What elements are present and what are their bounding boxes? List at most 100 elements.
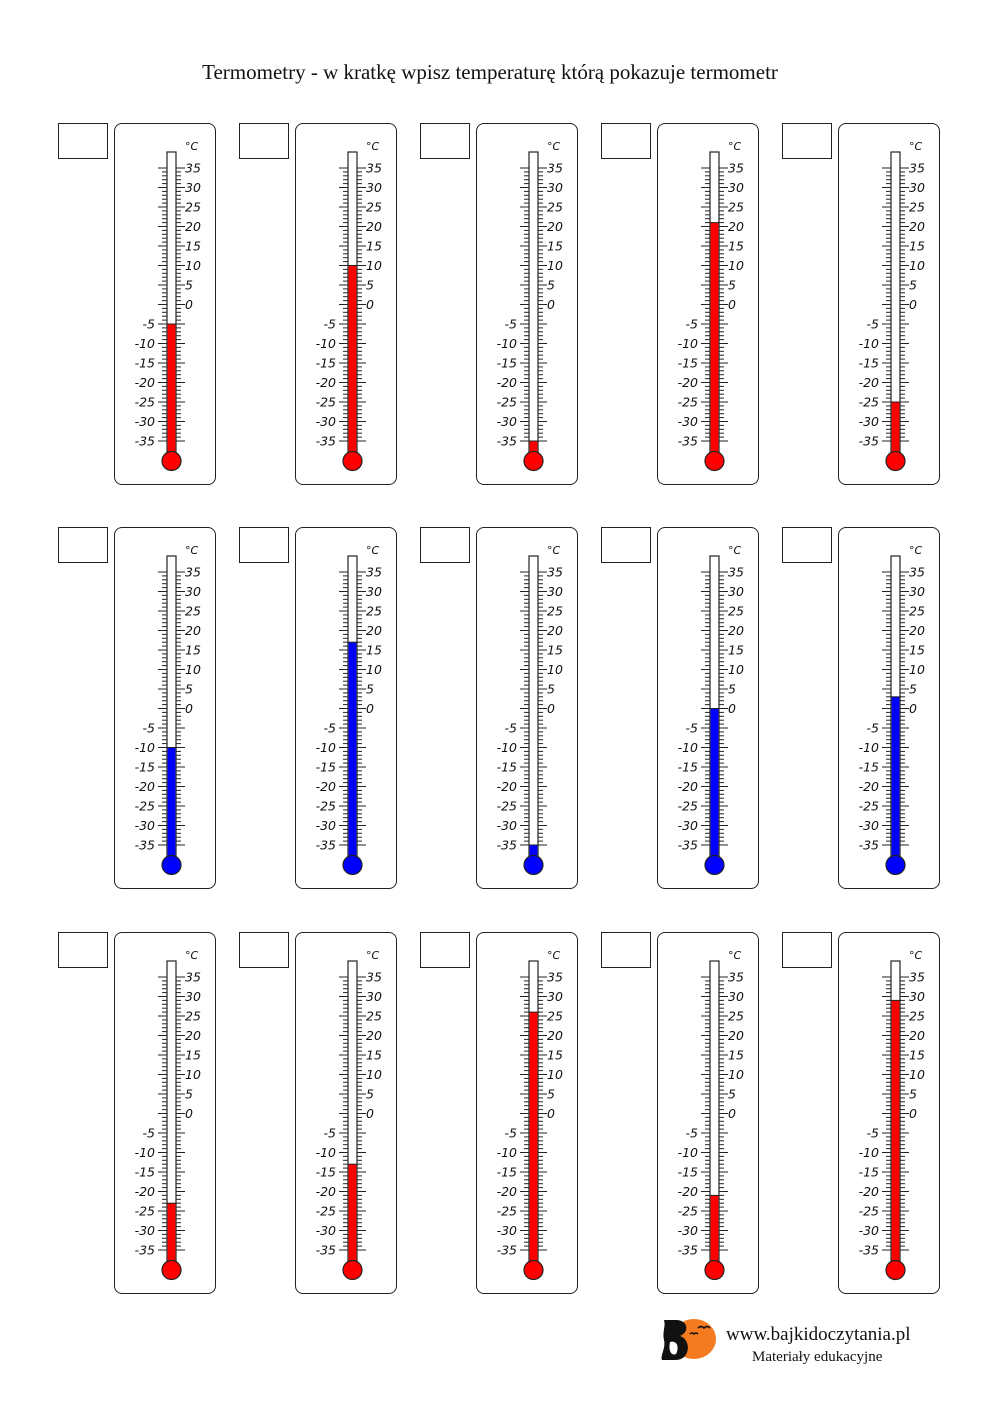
answer-box[interactable] — [420, 932, 470, 968]
scale-label: 25 — [366, 604, 382, 619]
scale-label: 10 — [185, 1067, 201, 1082]
scale-label: 15 — [185, 1048, 201, 1063]
answer-box[interactable] — [601, 123, 651, 159]
scale-ticks — [158, 976, 185, 1251]
scale-label: 35 — [909, 161, 925, 176]
scale-label: -30 — [135, 1223, 155, 1238]
answer-box[interactable] — [239, 932, 289, 968]
scale-label: -35 — [135, 1243, 155, 1258]
answer-box[interactable] — [420, 123, 470, 159]
answer-box[interactable] — [58, 932, 108, 968]
thermometer-card: °C 35 30 25 20 15 10 5 0 -5 -10 -15 -20 -25 -30 -35 — [476, 932, 578, 1294]
mercury-column — [710, 1195, 719, 1270]
scale-label: 15 — [909, 1048, 925, 1063]
scale-label: 10 — [366, 258, 382, 273]
scale-label: -20 — [316, 375, 336, 390]
thermometer-bulb — [342, 450, 363, 472]
scale-label: -10 — [678, 740, 698, 755]
scale-ticks — [520, 976, 547, 1251]
thermometer-card: °C 35 30 25 20 15 10 5 0 -5 -10 -15 -20 -25 -30 -35 — [838, 932, 940, 1294]
thermometer-bulb — [885, 854, 906, 876]
unit-label: °C — [728, 544, 742, 557]
scale-ticks — [339, 167, 366, 442]
scale-label: 20 — [547, 1028, 563, 1043]
scale-label: 20 — [185, 623, 201, 638]
scale-label: -10 — [497, 336, 517, 351]
answer-box[interactable] — [601, 527, 651, 563]
scale-label: -15 — [859, 356, 879, 371]
answer-box[interactable] — [601, 932, 651, 968]
mercury-column — [891, 696, 900, 865]
mercury-column — [167, 1203, 176, 1270]
scale-label: 35 — [728, 161, 744, 176]
thermometer: °C 35 30 25 20 15 10 5 0 -5 -10 -15 -20 -25 -30 -35 — [678, 949, 744, 1281]
scale-label: -10 — [859, 1145, 879, 1160]
thermometer-card: °C 35 30 25 20 15 10 5 0 -5 -10 -15 -20 -25 -30 -35 — [114, 932, 216, 1294]
scale-label: 30 — [909, 180, 925, 195]
scale-label: 0 — [728, 297, 736, 312]
scale-label: 35 — [728, 970, 744, 985]
thermometer: °C 35 30 25 20 15 10 5 0 -5 -10 -15 -20 -25 -30 -35 — [678, 544, 744, 876]
scale-label: 25 — [185, 1009, 201, 1024]
scale-label: -10 — [135, 336, 155, 351]
scale-label: -30 — [678, 1223, 698, 1238]
answer-box[interactable] — [782, 527, 832, 563]
thermometer-item: °C 35 30 25 20 15 10 5 0 -5 -10 -15 -20 -25 -30 -35 — [239, 527, 421, 893]
scale-label: -25 — [497, 799, 517, 814]
scale-label: 30 — [185, 584, 201, 599]
scale-label: -30 — [678, 414, 698, 429]
scale-label: -5 — [143, 1126, 156, 1141]
site-tagline: Materiały edukacyjne — [752, 1349, 883, 1365]
site-name[interactable]: www.bajkidoczytania.pl — [726, 1324, 911, 1345]
scale-label: -30 — [135, 414, 155, 429]
scale-label: 20 — [366, 623, 382, 638]
scale-label: 5 — [547, 682, 555, 697]
scale-label: 25 — [547, 1009, 563, 1024]
thermometer-card: °C 35 30 25 20 15 10 5 0 -5 -10 -15 -20 -25 -30 -35 — [295, 932, 397, 1294]
scale-label: -20 — [135, 779, 155, 794]
scale-label: 15 — [185, 239, 201, 254]
answer-box[interactable] — [239, 527, 289, 563]
scale-label: -35 — [678, 434, 698, 449]
scale-label: 0 — [547, 701, 555, 716]
thermometer: °C 35 30 25 20 15 10 5 0 -5 -10 -15 -20 -25 -30 -35 — [135, 544, 201, 876]
answer-box[interactable] — [58, 527, 108, 563]
scale-label: -30 — [497, 818, 517, 833]
scale-label: -15 — [859, 1165, 879, 1180]
scale-label: -20 — [497, 1184, 517, 1199]
scale-label: -10 — [316, 740, 336, 755]
scale-label: -25 — [678, 395, 698, 410]
thermometer-item: °C 35 30 25 20 15 10 5 0 -5 -10 -15 -20 -25 -30 -35 — [420, 123, 602, 489]
scale-label: -15 — [497, 356, 517, 371]
scale-ticks — [701, 976, 728, 1251]
thermometer: °C 35 30 25 20 15 10 5 0 -5 -10 -15 -20 -25 -30 -35 — [859, 949, 925, 1281]
scale-label: 35 — [909, 970, 925, 985]
answer-box[interactable] — [58, 123, 108, 159]
answer-box[interactable] — [782, 932, 832, 968]
scale-label: -35 — [678, 838, 698, 853]
scale-label: 30 — [185, 989, 201, 1004]
scale-label: 35 — [547, 970, 563, 985]
scale-label: 20 — [909, 623, 925, 638]
scale-label: -5 — [505, 1126, 518, 1141]
scale-label: -5 — [143, 317, 156, 332]
scale-label: -25 — [316, 799, 336, 814]
scale-label: -25 — [316, 1204, 336, 1219]
answer-box[interactable] — [420, 527, 470, 563]
thermometer-bulb — [523, 1259, 544, 1281]
scale-label: 5 — [728, 682, 736, 697]
scale-label: 25 — [728, 604, 744, 619]
thermometer-item: °C 35 30 25 20 15 10 5 0 -5 -10 -15 -20 -25 -30 -35 — [58, 932, 240, 1298]
scale-label: 30 — [728, 180, 744, 195]
scale-label: -15 — [316, 760, 336, 775]
scale-label: -5 — [686, 1126, 699, 1141]
thermometer-item: °C 35 30 25 20 15 10 5 0 -5 -10 -15 -20 -25 -30 -35 — [239, 932, 421, 1298]
scale-label: 30 — [366, 584, 382, 599]
answer-box[interactable] — [239, 123, 289, 159]
thermometer-bulb — [523, 450, 544, 472]
scale-label: 10 — [547, 1067, 563, 1082]
scale-label: -10 — [678, 1145, 698, 1160]
answer-box[interactable] — [782, 123, 832, 159]
scale-label: -20 — [678, 375, 698, 390]
